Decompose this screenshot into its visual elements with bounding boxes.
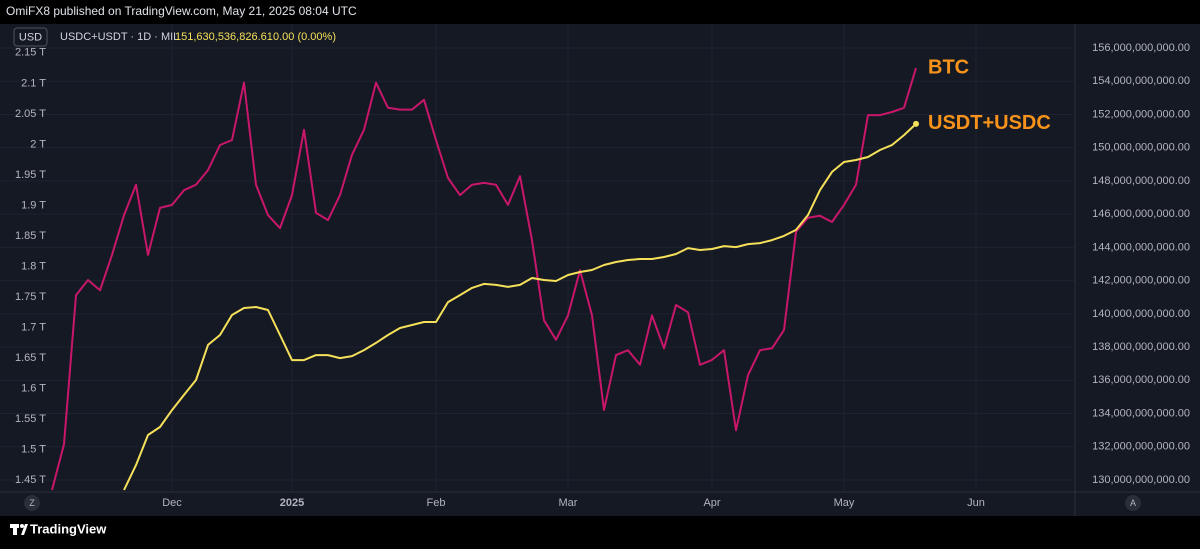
- end-marker: [913, 120, 919, 127]
- y-tick-label: 1.7 T: [21, 321, 46, 333]
- x-tick-label: May: [834, 497, 855, 509]
- y2-tick-label: 132,000,000,000.00: [1092, 441, 1190, 453]
- y-tick-label: 1.55 T: [15, 413, 46, 425]
- x-tick-label: Apr: [703, 497, 720, 509]
- series-label: BTC: [928, 56, 969, 78]
- brand: TradingView: [30, 521, 107, 536]
- y-tick-label: 1.45 T: [15, 474, 46, 486]
- y2-tick-label: 134,000,000,000.00: [1092, 407, 1190, 419]
- y-tick-label: 1.9 T: [21, 199, 46, 211]
- y-tick-label: 1.85 T: [15, 230, 46, 242]
- y2-tick-label: 136,000,000,000.00: [1092, 374, 1190, 386]
- y-tick-label: 1.75 T: [15, 291, 46, 303]
- series-line: [51, 67, 917, 491]
- currency-badge[interactable]: [13, 27, 48, 47]
- y2-tick-label: 130,000,000,000.00: [1092, 474, 1190, 486]
- y-tick-label: 1.6 T: [21, 383, 46, 395]
- series-line: [123, 123, 917, 491]
- y-tick-label: 1.65 T: [15, 352, 46, 364]
- y-tick-label: 2.1 T: [21, 77, 46, 89]
- x-tick-label: Mar: [559, 497, 578, 509]
- y-tick-label: 1.5 T: [21, 444, 46, 456]
- z-button-label: Z: [29, 498, 35, 508]
- y2-tick-label: 146,000,000,000.00: [1092, 208, 1190, 220]
- last-value: 151,630,536,826.61: [175, 31, 273, 43]
- y2-tick-label: 156,000,000,000.00: [1092, 42, 1190, 54]
- y2-tick-label: 138,000,000,000.00: [1092, 341, 1190, 353]
- y2-tick-label: 144,000,000,000.00: [1092, 241, 1190, 253]
- change: 0.00 (0.00%): [273, 31, 336, 43]
- x-tick-label: Jun: [967, 497, 985, 509]
- brand-logo: [10, 524, 28, 535]
- symbol: USDC+USDT · 1D · MIL: [60, 31, 179, 43]
- y2-tick-label: 140,000,000,000.00: [1092, 308, 1190, 320]
- a-button-label: A: [1130, 498, 1136, 508]
- published-note: OmiFX8 published on TradingView.com, May…: [6, 4, 357, 18]
- y2-tick-label: 142,000,000,000.00: [1092, 275, 1190, 287]
- y-tick-label: 2 T: [30, 138, 46, 150]
- z-button[interactable]: [24, 495, 40, 511]
- y-tick-label: 2.15 T: [15, 47, 46, 59]
- a-button[interactable]: [1125, 495, 1141, 511]
- chart-panel: [0, 24, 1200, 516]
- x-tick-label: Dec: [162, 497, 182, 509]
- x-tick-label: Feb: [427, 497, 446, 509]
- y2-tick-label: 150,000,000,000.00: [1092, 142, 1190, 154]
- y-tick-label: 1.8 T: [21, 260, 46, 272]
- y2-tick-label: 154,000,000,000.00: [1092, 75, 1190, 87]
- series-label: USDT+USDC: [928, 112, 1051, 134]
- x-tick-label: 2025: [280, 497, 304, 509]
- y-tick-label: 1.95 T: [15, 169, 46, 181]
- y2-tick-label: 152,000,000,000.00: [1092, 108, 1190, 120]
- y-tick-label: 2.05 T: [15, 108, 46, 120]
- y2-tick-label: 148,000,000,000.00: [1092, 175, 1190, 187]
- currency: USD: [19, 31, 42, 43]
